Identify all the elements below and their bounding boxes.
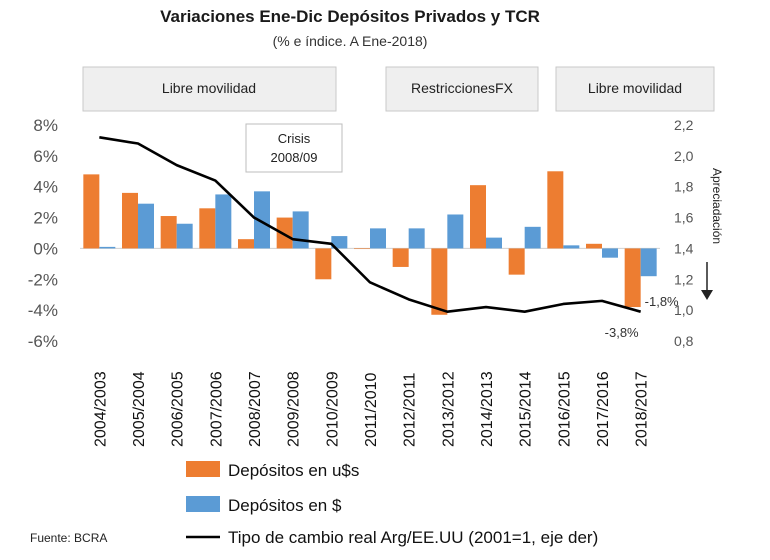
bar-usd-deposits: [160, 216, 177, 249]
left-axis-tick: 4%: [33, 178, 58, 197]
x-axis-tick: 2016/2015: [556, 371, 573, 447]
legend-label-usd-deposits: Depósitos en u$s: [228, 461, 359, 480]
period-band-3: Libre movilidad: [555, 66, 715, 112]
bar-peso-deposits: [602, 248, 618, 258]
period-band-1: Libre movilidad: [82, 66, 337, 112]
bar-usd-deposits: [470, 185, 486, 249]
left-axis-tick: -2%: [28, 270, 58, 289]
data-label: -3,8%: [605, 325, 639, 340]
svg-text:Crisis: Crisis: [278, 131, 311, 146]
appreciation-arrow-down-icon: [701, 290, 713, 300]
x-axis-tick: 2015/2014: [518, 371, 535, 447]
bar-peso-deposits: [640, 248, 657, 277]
bar-usd-deposits: [238, 239, 254, 249]
right-axis-tick: 0,8: [674, 333, 694, 349]
bar-usd-deposits: [276, 217, 293, 249]
bar-usd-deposits: [508, 248, 525, 275]
bar-usd-deposits: [354, 248, 370, 250]
legend-label-real-exchange-rate: Tipo de cambio real Arg/EE.UU (2001=1, e…: [228, 528, 598, 547]
x-axis-tick: 2009/2008: [286, 371, 303, 447]
line-real-exchange-rate: [99, 136, 642, 313]
bar-peso-deposits: [254, 191, 270, 249]
x-axis-tick: 2018/2017: [634, 371, 651, 447]
bar-peso-deposits: [215, 194, 232, 249]
left-axis-tick: 6%: [33, 147, 58, 166]
right-axis-tick: 1,8: [674, 179, 694, 195]
legend-label-peso-deposits: Depósitos en $: [228, 496, 342, 515]
period-band-2: RestriccionesFX: [385, 66, 539, 112]
x-axis-tick: 2010/2009: [324, 371, 341, 447]
legend: Depósitos en u$s Depósitos en $ Tipo de …: [186, 461, 598, 547]
svg-text:RestriccionesFX: RestriccionesFX: [411, 80, 514, 96]
bar-peso-deposits: [138, 203, 154, 249]
bar-peso-deposits: [370, 228, 386, 249]
right-axis-tick: 1,0: [674, 302, 694, 318]
data-label: -1,8%: [645, 294, 679, 309]
bar-usd-deposits: [431, 248, 448, 315]
bar-peso-deposits: [563, 245, 580, 249]
bar-peso-deposits: [292, 211, 309, 249]
x-axis-tick: 2013/2012: [440, 371, 457, 447]
bar-peso-deposits: [486, 237, 502, 249]
bar-usd-deposits: [83, 174, 100, 249]
right-axis-tick: 2,0: [674, 148, 694, 164]
x-axis-tick: 2012/2011: [402, 372, 419, 447]
right-axis-tick: 2,2: [674, 117, 694, 133]
x-axis-tick: 2014/2013: [479, 371, 496, 447]
source-note: Fuente: BCRA: [30, 531, 107, 545]
left-axis-tick: 0%: [33, 239, 58, 258]
x-axis-tick: 2007/2006: [208, 371, 225, 447]
x-axis-tick: 2006/2005: [170, 371, 187, 447]
bar-peso-deposits: [176, 223, 193, 249]
plot-area: -6% -4% -2% 0% 2% 4% 6% 8% 0,8 1,0 1,2 1,4 1,6 1,8 2,0…: [28, 116, 694, 447]
chart-subtitle: (% e índice. A Ene-2018): [273, 33, 428, 49]
left-axis-tick: -6%: [28, 332, 58, 351]
x-axis-tick: 2005/2004: [131, 371, 148, 447]
left-axis-tick: 8%: [33, 116, 58, 135]
legend-swatch-peso-deposits: [186, 496, 220, 512]
appreciation-annotation: Apreciadación: [701, 168, 724, 300]
bar-peso-deposits: [524, 226, 541, 249]
right-axis-tick: 1,2: [674, 271, 694, 287]
svg-text:2008/09: 2008/09: [271, 150, 318, 165]
bar-usd-deposits: [392, 248, 409, 267]
right-axis-tick: 1,6: [674, 210, 694, 226]
appreciation-label: Apreciadación: [710, 168, 724, 244]
bar-usd-deposits: [586, 243, 602, 249]
bar-peso-deposits: [447, 214, 464, 249]
chart-title: Variaciones Ene-Dic Depósitos Privados y…: [160, 7, 540, 26]
svg-text:Libre movilidad: Libre movilidad: [162, 80, 256, 96]
bar-usd-deposits: [624, 248, 641, 308]
bar-usd-deposits: [547, 171, 564, 249]
x-axis-tick: 2008/2007: [247, 371, 264, 447]
left-axis-tick: 2%: [33, 209, 58, 228]
bar-peso-deposits: [99, 246, 116, 249]
bar-peso-deposits: [331, 236, 348, 249]
bar-usd-deposits: [199, 208, 216, 249]
legend-swatch-usd-deposits: [186, 461, 220, 477]
x-axis-tick: 2017/2016: [595, 371, 612, 447]
x-axis-tick: 2011/2010: [363, 372, 380, 447]
bar-usd-deposits: [122, 192, 138, 249]
left-axis-tick: -4%: [28, 301, 58, 320]
right-axis-tick: 1,4: [674, 240, 694, 256]
bar-usd-deposits: [315, 248, 332, 280]
x-axis-tick: 2004/2003: [92, 371, 109, 447]
bar-peso-deposits: [408, 228, 425, 249]
svg-text:Libre movilidad: Libre movilidad: [588, 80, 682, 96]
crisis-annotation: Crisis 2008/09: [245, 123, 343, 173]
